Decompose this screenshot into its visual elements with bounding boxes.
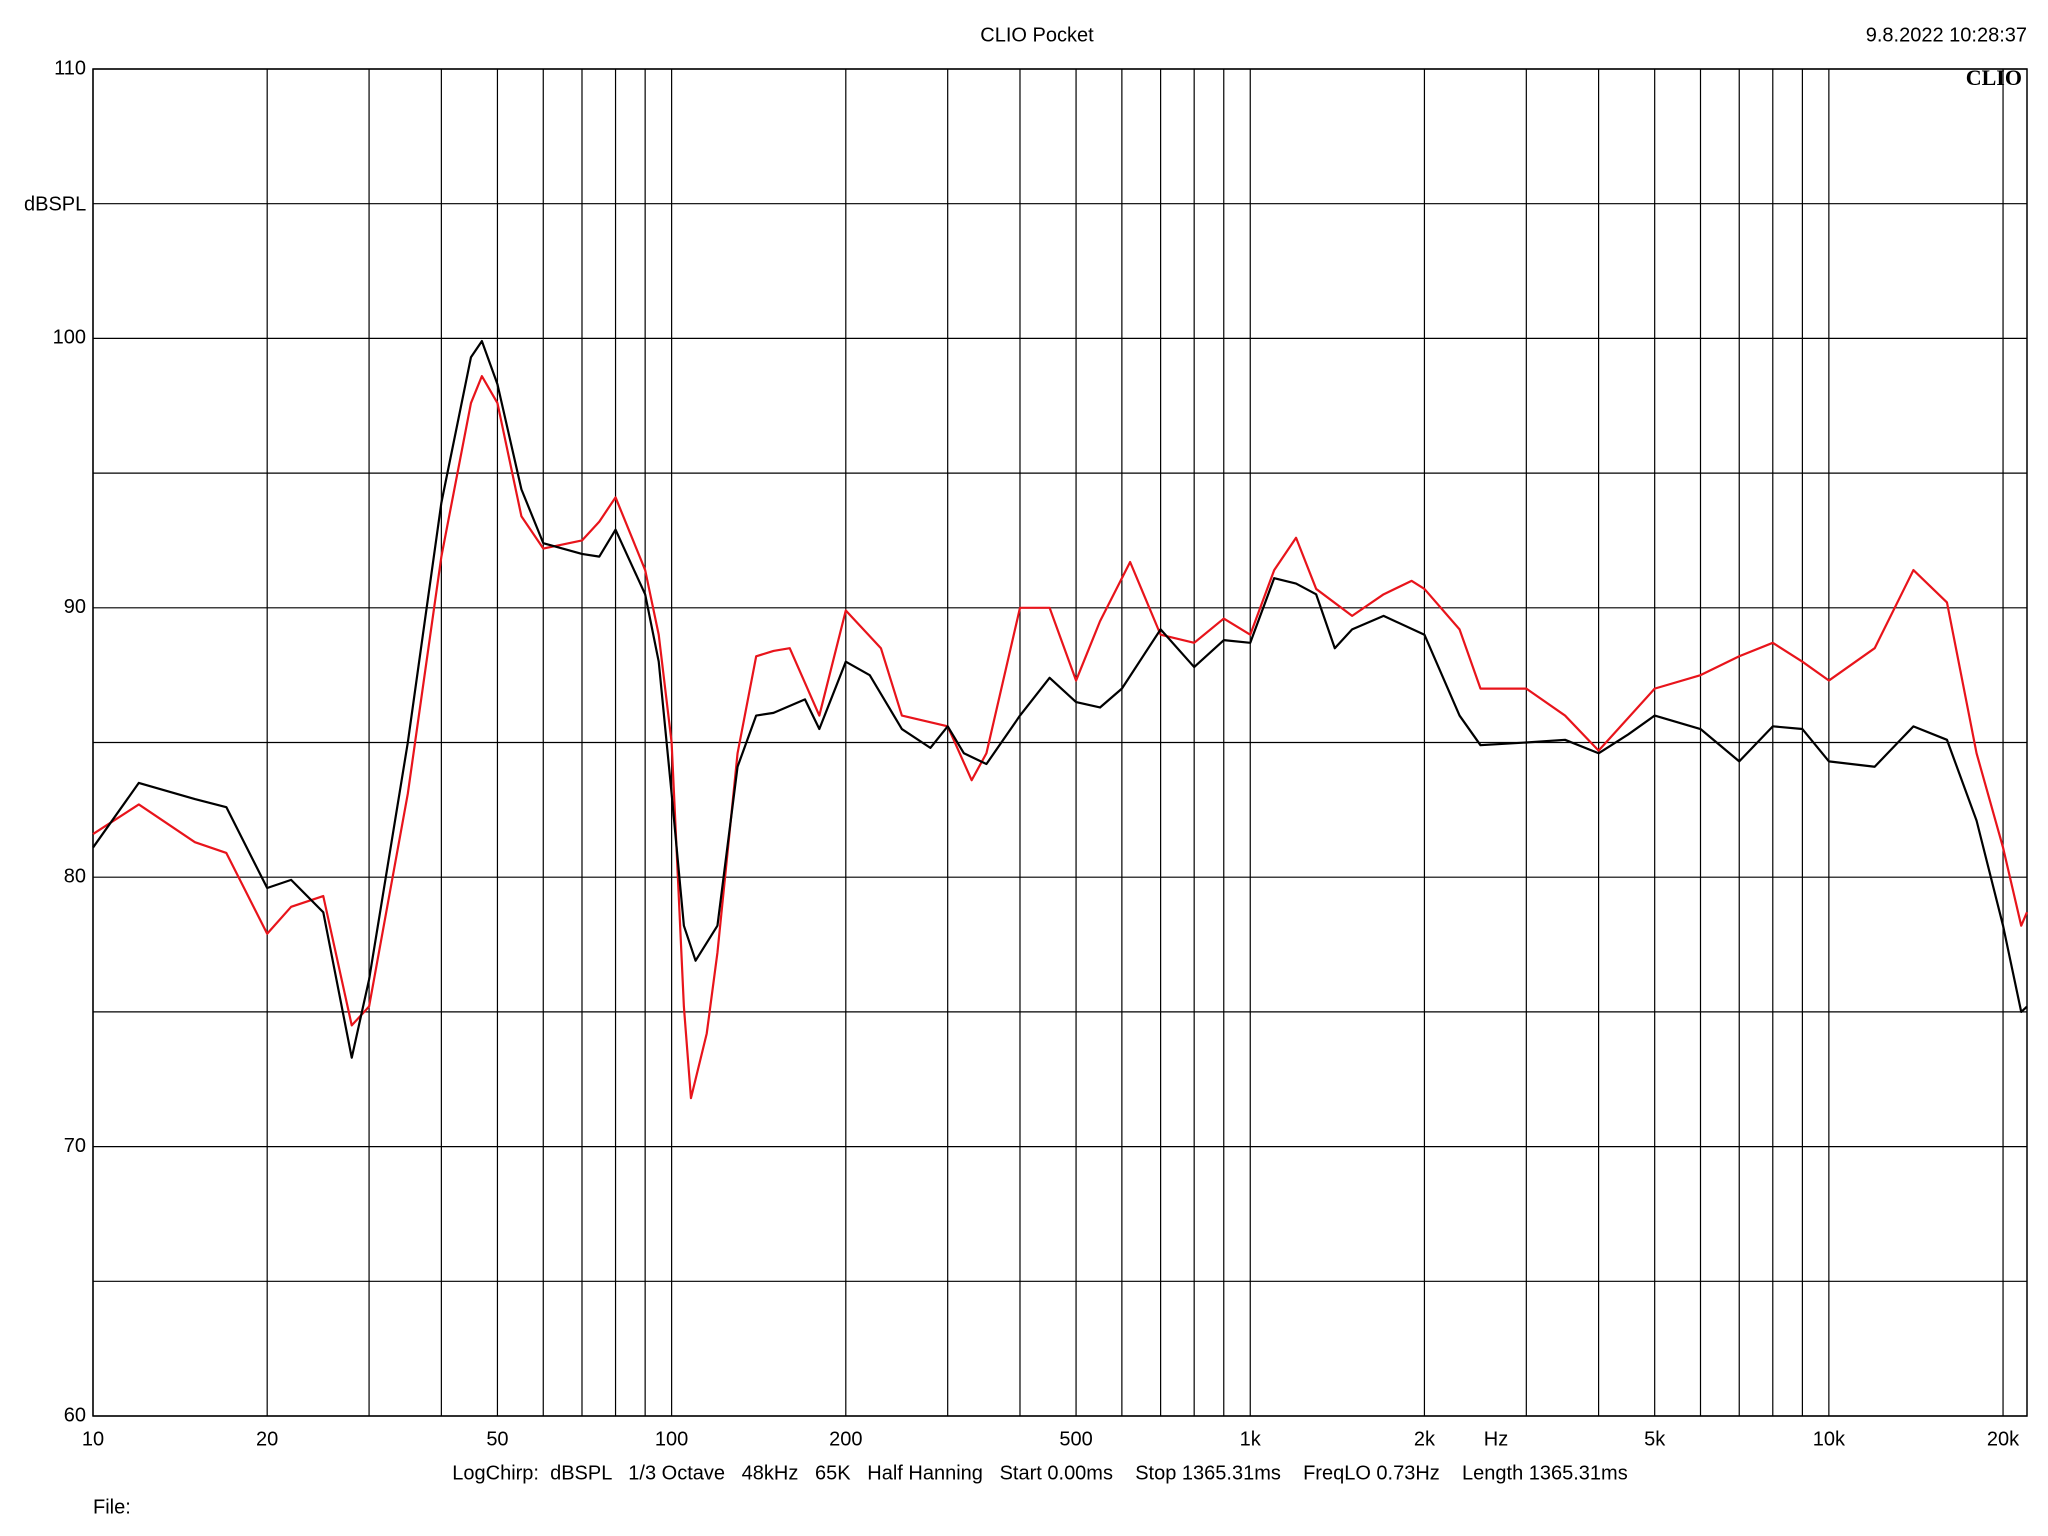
x-tick-label: 10k [1813, 1428, 1846, 1450]
x-tick-label: 10 [82, 1428, 104, 1450]
x-tick-label: 50 [486, 1428, 508, 1450]
x-tick-label: 100 [655, 1428, 688, 1450]
plot-frame [92, 68, 2028, 1417]
chart-title: CLIO Pocket [980, 24, 1094, 46]
x-tick-label: 1k [1240, 1428, 1262, 1450]
x-tick-label: 20k [1987, 1428, 2020, 1450]
y-tick-label: 90 [64, 596, 86, 618]
series-line [92, 339, 2028, 1059]
series-line [92, 375, 2029, 1100]
footer: LogChirp: dBSPL 1/3 Octave 48kHz 65K Hal… [452, 1462, 1627, 1484]
logo: CLIO [1966, 65, 2022, 90]
x-tick-label: 200 [829, 1428, 862, 1450]
y-axis-label: dBSPL [24, 193, 86, 215]
x-tick-label: 20 [256, 1428, 278, 1450]
x-tick-label: 500 [1059, 1428, 1092, 1450]
y-tick-label: 60 [64, 1404, 86, 1426]
y-tick-label: 80 [64, 865, 86, 887]
y-tick-label: 110 [54, 57, 86, 79]
x-tick-label: 2k [1414, 1428, 1436, 1450]
timestamp: 9.8.2022 10:28:37 [1866, 24, 2027, 46]
file-label: File: [93, 1496, 131, 1518]
x-axis-label: Hz [1484, 1428, 1508, 1450]
x-tick-label: 5k [1644, 1428, 1666, 1450]
y-tick-label: 100 [53, 327, 86, 349]
y-tick-label: 70 [64, 1135, 86, 1157]
